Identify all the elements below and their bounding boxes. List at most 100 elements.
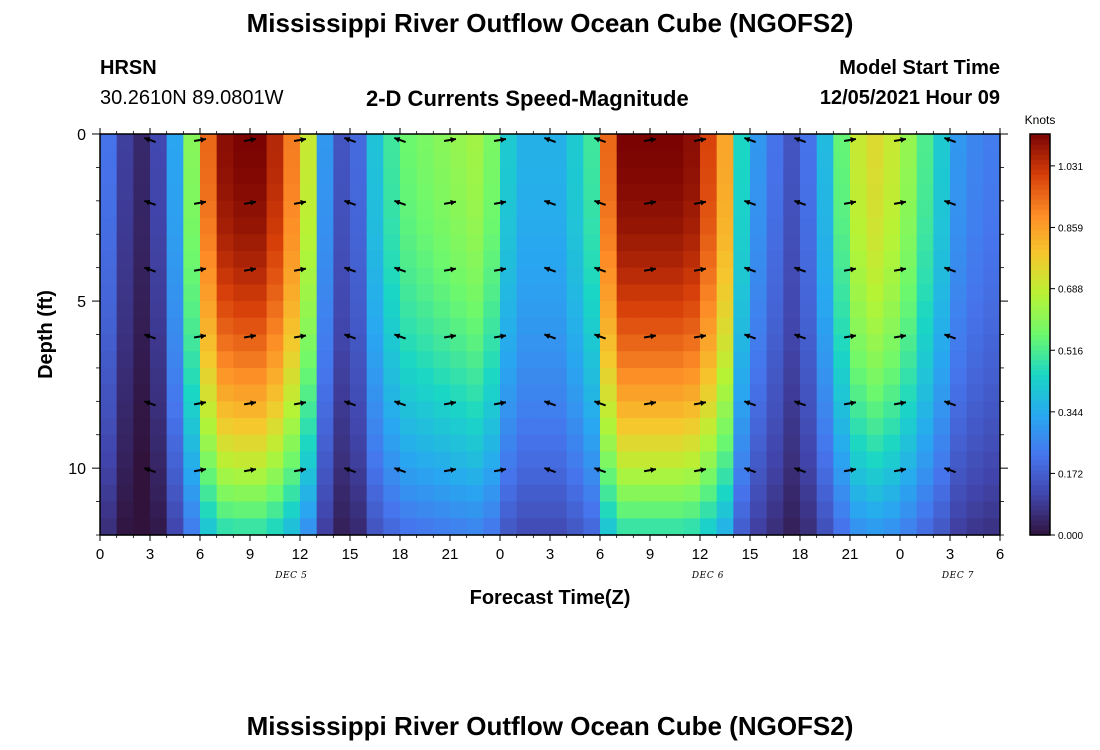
heatmap-cell bbox=[300, 401, 318, 419]
heatmap-cell bbox=[566, 317, 584, 336]
heatmap-cell bbox=[650, 301, 668, 319]
heatmap-cell bbox=[416, 234, 434, 252]
heatmap-cell bbox=[400, 167, 418, 185]
heatmap-cell bbox=[116, 451, 134, 469]
y-tick-label: 5 bbox=[77, 294, 86, 311]
heatmap-cell bbox=[700, 184, 718, 202]
heatmap-cell bbox=[700, 468, 718, 486]
x-tick-label: 21 bbox=[842, 546, 859, 563]
current-arrow-head bbox=[250, 333, 256, 340]
heatmap-cell bbox=[350, 434, 368, 453]
heatmap-cell bbox=[583, 401, 601, 419]
heatmap-cell bbox=[850, 384, 868, 402]
colorbar-tick-label: 0.000 bbox=[1058, 531, 1083, 542]
heatmap-cell bbox=[833, 501, 851, 519]
heatmap-cell bbox=[650, 317, 668, 336]
heatmap-cell bbox=[366, 234, 384, 252]
heatmap-cell bbox=[933, 150, 951, 169]
colorbar-tick-label: 0.859 bbox=[1058, 223, 1083, 234]
heatmap-cell bbox=[216, 418, 234, 436]
heatmap-cell bbox=[466, 384, 484, 402]
heatmap-cell bbox=[183, 167, 201, 185]
heatmap-cell bbox=[816, 134, 834, 152]
heatmap-cell bbox=[583, 451, 601, 469]
heatmap-cell bbox=[483, 217, 501, 235]
heatmap-cell bbox=[600, 150, 618, 169]
heatmap-cell bbox=[866, 451, 884, 469]
heatmap-cell bbox=[650, 451, 668, 469]
heatmap-cell bbox=[983, 217, 1001, 235]
heatmap-cell bbox=[566, 518, 584, 536]
heatmap-cell bbox=[833, 234, 851, 252]
heatmap-cell bbox=[766, 334, 784, 352]
heatmap-cell bbox=[150, 351, 168, 369]
current-arrow-head bbox=[300, 400, 306, 407]
heatmap-cell bbox=[166, 234, 184, 252]
station-coordinates: 30.2610N 89.0801W bbox=[100, 87, 284, 109]
heatmap-cell bbox=[366, 317, 384, 336]
current-arrow-head bbox=[594, 333, 601, 339]
heatmap-cell bbox=[966, 468, 984, 486]
heatmap-cell bbox=[883, 134, 901, 152]
heatmap-cell bbox=[166, 217, 184, 235]
heatmap-cell bbox=[300, 484, 318, 503]
heatmap-cell bbox=[200, 150, 218, 169]
heatmap-cell bbox=[983, 134, 1001, 152]
heatmap-cell bbox=[683, 234, 701, 252]
heatmap-cell bbox=[216, 250, 234, 269]
heatmap-cell bbox=[833, 167, 851, 185]
current-arrow-head bbox=[900, 333, 906, 340]
heatmap-cell bbox=[633, 518, 651, 536]
colorbar-segment bbox=[1030, 399, 1050, 406]
current-arrow-head bbox=[594, 400, 601, 406]
colorbar-segment bbox=[1030, 344, 1050, 351]
heatmap-cell bbox=[983, 284, 1001, 302]
heatmap-cell bbox=[750, 301, 768, 319]
colorbar-segment bbox=[1030, 194, 1050, 200]
heatmap-cell bbox=[666, 317, 684, 336]
heatmap-cell bbox=[966, 134, 984, 152]
heatmap-cell bbox=[400, 184, 418, 202]
heatmap-cell bbox=[700, 317, 718, 336]
heatmap-cell bbox=[850, 518, 868, 536]
heatmap-cell bbox=[333, 334, 351, 352]
heatmap-cell bbox=[666, 217, 684, 235]
heatmap-cell bbox=[700, 217, 718, 235]
heatmap-cell bbox=[850, 367, 868, 386]
heatmap-cell bbox=[366, 167, 384, 185]
heatmap-cell bbox=[183, 217, 201, 235]
heatmap-cell bbox=[883, 367, 901, 386]
heatmap-cell bbox=[133, 367, 151, 386]
colorbar-segment bbox=[1030, 149, 1050, 155]
heatmap-cell bbox=[383, 284, 401, 302]
heatmap-cell bbox=[866, 284, 884, 302]
colorbar-segment bbox=[1030, 434, 1050, 441]
heatmap-cell bbox=[166, 250, 184, 269]
heatmap-cell bbox=[783, 518, 801, 536]
colorbar-segment bbox=[1030, 514, 1050, 521]
colorbar-segment bbox=[1030, 394, 1050, 401]
heatmap-cell bbox=[816, 317, 834, 336]
heatmap-cell bbox=[200, 284, 218, 302]
heatmap-cell bbox=[616, 384, 634, 402]
heatmap-cell bbox=[716, 250, 734, 269]
heatmap-cell bbox=[116, 200, 134, 219]
heatmap-cell bbox=[300, 217, 318, 235]
heatmap-cell bbox=[766, 367, 784, 386]
colorbar-segment bbox=[1030, 264, 1050, 270]
heatmap-cell bbox=[866, 317, 884, 336]
heatmap-cell bbox=[483, 351, 501, 369]
heatmap-cell bbox=[250, 484, 268, 503]
heatmap-cell bbox=[966, 334, 984, 352]
heatmap-cell bbox=[183, 150, 201, 169]
heatmap-cell bbox=[333, 501, 351, 519]
heatmap-cell bbox=[450, 134, 468, 152]
heatmap-cell bbox=[250, 134, 268, 152]
heatmap-cell bbox=[216, 234, 234, 252]
colorbar-segment bbox=[1030, 364, 1050, 371]
heatmap-cell bbox=[300, 351, 318, 369]
colorbar-segment bbox=[1030, 449, 1050, 456]
heatmap-cell bbox=[883, 501, 901, 519]
heatmap-cell bbox=[100, 334, 118, 352]
heatmap-cell bbox=[550, 451, 568, 469]
